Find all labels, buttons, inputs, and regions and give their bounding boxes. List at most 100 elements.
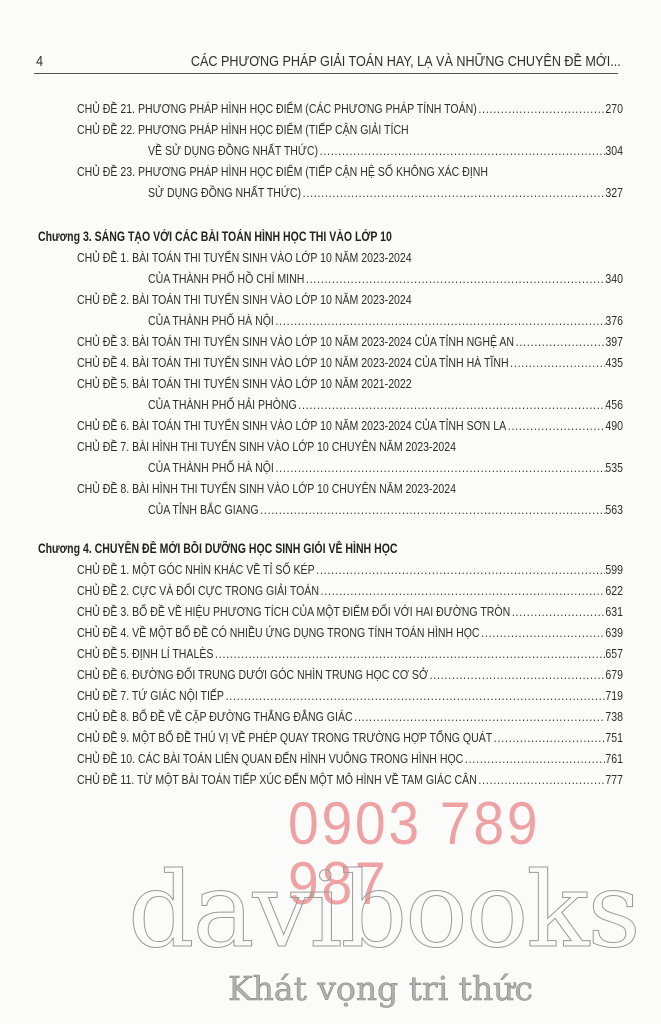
toc-entry-title: CHỦ ĐỀ 5. ĐỊNH LÍ THALÈS xyxy=(77,646,214,661)
toc-page-number: 535 xyxy=(605,460,623,475)
toc-page-number: 657 xyxy=(605,646,623,661)
toc-entry-title: CHỦ ĐỀ 9. MỘT BỔ ĐỀ THÚ VỊ VỀ PHÉP QUAY … xyxy=(77,730,493,745)
toc-entry[interactable]: CHỦ ĐỀ 3. BỔ ĐỀ VỀ HIỆU PHƯƠNG TÍCH CỦA … xyxy=(77,603,623,621)
toc-entry-title: CHỦ ĐỀ 21. PHƯƠNG PHÁP HÌNH HỌC ĐIỂM (CÁ… xyxy=(77,101,477,116)
toc-entry-title: CHỦ ĐỀ 10. CÁC BÀI TOÁN LIÊN QUAN ĐẾN HÌ… xyxy=(77,751,464,766)
toc-entry[interactable]: CỦA THÀNH PHỐ HÀ NỘI....................… xyxy=(148,312,623,330)
toc-entry-title: CHỦ ĐỀ 22. PHƯƠNG PHÁP HÌNH HỌC ĐIỂM (TI… xyxy=(77,122,409,137)
toc-entry[interactable]: CHỦ ĐỀ 9. MỘT BỔ ĐỀ THÚ VỊ VỀ PHÉP QUAY … xyxy=(77,729,623,747)
toc-entry-title: CHỦ ĐỀ 6. BÀI TOÁN THI TUYỂN SINH VÀO LỚ… xyxy=(77,418,507,433)
toc-page-number: 639 xyxy=(605,625,623,640)
page-number: 4 xyxy=(36,53,44,70)
toc-entry-title: CHỦ ĐỀ 8. BỔ ĐỀ VỀ CẶP ĐƯỜNG THẲNG ĐẲNG … xyxy=(77,709,353,724)
toc-entry[interactable]: SỬ DỤNG ĐỒNG NHẤT THỨC).................… xyxy=(148,184,623,202)
watermark-brand: davibooks xyxy=(128,849,642,971)
toc-page-number: 270 xyxy=(605,101,623,116)
toc-page-number: 456 xyxy=(605,397,623,412)
toc-page-number: 327 xyxy=(605,185,623,200)
dot-leader: ........................................… xyxy=(305,271,605,286)
toc-entry[interactable]: CHỦ ĐỀ 21. PHƯƠNG PHÁP HÌNH HỌC ĐIỂM (CÁ… xyxy=(77,100,623,118)
toc-entry[interactable]: CHỦ ĐỀ 5. ĐỊNH LÍ THALÈS................… xyxy=(77,645,623,663)
toc-page-number: 563 xyxy=(605,502,623,517)
toc-entry[interactable]: CỦA TỈNH BẮC GIANG......................… xyxy=(148,501,623,519)
toc-entry-title: CỦA THÀNH PHỐ HỒ CHÍ MINH xyxy=(148,271,305,286)
watermark-slogan: Khát vọng tri thức xyxy=(228,969,534,1008)
toc-entry[interactable]: CHỦ ĐỀ 1. BÀI TOÁN THI TUYỂN SINH VÀO LỚ… xyxy=(77,249,623,267)
toc-entry-title: CHỦ ĐỀ 5. BÀI TOÁN THI TUYỂN SINH VÀO LỚ… xyxy=(77,376,412,391)
toc-entry-title: CHỦ ĐỀ 1. BÀI TOÁN THI TUYỂN SINH VÀO LỚ… xyxy=(77,250,412,265)
toc-entry[interactable]: CHỦ ĐỀ 5. BÀI TOÁN THI TUYỂN SINH VÀO LỚ… xyxy=(77,375,623,393)
toc-page-number: 599 xyxy=(605,562,623,577)
toc-page-number: 490 xyxy=(605,418,623,433)
toc-page-number: 777 xyxy=(605,772,623,787)
toc-entry[interactable]: CHỦ ĐỀ 4. BÀI TOÁN THI TUYỂN SINH VÀO LỚ… xyxy=(77,354,623,372)
toc-entry-title: CHỦ ĐỀ 4. BÀI TOÁN THI TUYỂN SINH VÀO LỚ… xyxy=(77,355,509,370)
dot-leader: ........................................… xyxy=(302,185,606,200)
dot-leader: ........................................… xyxy=(515,334,606,349)
toc-entry-title: CHỦ ĐỀ 2. CỰC VÀ ĐỐI CỰC TRONG GIẢI TOÁN xyxy=(77,583,319,598)
toc-entry[interactable]: CHỦ ĐỀ 7. BÀI HÌNH THI TUYỂN SINH VÀO LỚ… xyxy=(77,438,623,456)
dot-leader: ........................................… xyxy=(464,751,605,766)
toc-entry[interactable]: CHỦ ĐỀ 7. TỨ GIÁC NỘI TIẾP..............… xyxy=(77,687,623,705)
dot-leader: ........................................… xyxy=(429,667,606,682)
header-rule xyxy=(34,73,618,74)
toc-page-number: 738 xyxy=(605,709,623,724)
dot-leader: ........................................… xyxy=(481,625,605,640)
toc-page-number: 761 xyxy=(605,751,623,766)
toc-entry-title: CỦA THÀNH PHỐ HÀ NỘI xyxy=(148,313,274,328)
toc-entry[interactable]: CHỦ ĐỀ 11. TỪ MỘT BÀI TOÁN TIẾP XÚC ĐẾN … xyxy=(77,771,623,789)
toc-entry-title: CỦA TỈNH BẮC GIANG xyxy=(148,502,259,517)
toc-entry-title: CHỦ ĐỀ 7. TỨ GIÁC NỘI TIẾP xyxy=(77,688,224,703)
toc-page-number: 679 xyxy=(605,667,623,682)
toc-entry-title: SỬ DỤNG ĐỒNG NHẤT THỨC) xyxy=(148,185,302,200)
toc-entry-title: CHỦ ĐỀ 3. BÀI TOÁN THI TUYỂN SINH VÀO LỚ… xyxy=(77,334,515,349)
toc-entry[interactable]: CHỦ ĐỀ 10. CÁC BÀI TOÁN LIÊN QUAN ĐẾN HÌ… xyxy=(77,750,623,768)
toc-entry-title: CHỦ ĐỀ 7. BÀI HÌNH THI TUYỂN SINH VÀO LỚ… xyxy=(77,439,457,454)
toc-entry-title: CHỦ ĐỀ 11. TỪ MỘT BÀI TOÁN TIẾP XÚC ĐẾN … xyxy=(77,772,477,787)
chapter-heading[interactable]: Chương 4. CHUYÊN ĐỀ MỚI BỒI DƯỠNG HỌC SI… xyxy=(38,541,398,556)
toc-entry[interactable]: CHỦ ĐỀ 2. CỰC VÀ ĐỐI CỰC TRONG GIẢI TOÁN… xyxy=(77,582,623,600)
toc-page-number: 340 xyxy=(605,271,623,286)
dot-leader: ........................................… xyxy=(478,101,606,116)
toc-entry-title: VỀ SỬ DỤNG ĐỒNG NHẤT THỨC) xyxy=(148,143,319,158)
toc-page-number: 631 xyxy=(605,604,623,619)
dot-leader: ........................................… xyxy=(319,143,606,158)
dot-leader: ........................................… xyxy=(260,502,606,517)
dot-leader: ........................................… xyxy=(275,313,605,328)
toc-entry[interactable]: CHỦ ĐỀ 1. MỘT GÓC NHÌN KHÁC VỀ TỈ SỐ KÉP… xyxy=(77,561,623,579)
toc-entry[interactable]: CHỦ ĐỀ 22. PHƯƠNG PHÁP HÌNH HỌC ĐIỂM (TI… xyxy=(77,121,623,139)
toc-entry[interactable]: CHỦ ĐỀ 8. BỔ ĐỀ VỀ CẶP ĐƯỜNG THẲNG ĐẲNG … xyxy=(77,708,623,726)
toc-entry-title: CHỦ ĐỀ 3. BỔ ĐỀ VỀ HIỆU PHƯƠNG TÍCH CỦA … xyxy=(77,604,511,619)
toc-entry-title: CHỦ ĐỀ 23. PHƯƠNG PHÁP HÌNH HỌC ĐIỂM (TI… xyxy=(77,164,489,179)
dot-leader: ........................................… xyxy=(507,418,606,433)
dot-leader: ........................................… xyxy=(478,772,606,787)
watermark-phone: 0903 789 987 xyxy=(288,790,541,917)
toc-entry[interactable]: VỀ SỬ DỤNG ĐỒNG NHẤT THỨC)..............… xyxy=(148,142,623,160)
toc-entry[interactable]: CHỦ ĐỀ 3. BÀI TOÁN THI TUYỂN SINH VÀO LỚ… xyxy=(77,333,623,351)
toc-page-number: 304 xyxy=(605,143,623,158)
dot-leader: ........................................… xyxy=(511,604,606,619)
toc-entry[interactable]: CHỦ ĐỀ 8. BÀI HÌNH THI TUYỂN SINH VÀO LỚ… xyxy=(77,480,623,498)
dot-leader: ........................................… xyxy=(275,460,605,475)
toc-page-number: 397 xyxy=(605,334,623,349)
toc-entry[interactable]: CHỦ ĐỀ 6. ĐƯỜNG ĐỐI TRUNG DƯỚI GÓC NHÌN … xyxy=(77,666,623,684)
toc-entry[interactable]: CỦA THÀNH PHỐ HẢI PHÒNG.................… xyxy=(148,396,623,414)
running-title: CÁC PHƯƠNG PHÁP GIẢI TOÁN HAY, LẠ VÀ NHỮ… xyxy=(191,53,621,70)
toc-entry[interactable]: CỦA THÀNH PHỐ HỒ CHÍ MINH...............… xyxy=(148,270,623,288)
toc-entry-title: CHỦ ĐỀ 6. ĐƯỜNG ĐỐI TRUNG DƯỚI GÓC NHÌN … xyxy=(77,667,428,682)
toc-page-number: 622 xyxy=(605,583,623,598)
dot-leader: ........................................… xyxy=(215,646,605,661)
chapter-heading[interactable]: Chương 3. SÁNG TẠO VỚI CÁC BÀI TOÁN HÌNH… xyxy=(38,229,392,244)
toc-entry[interactable]: CHỦ ĐỀ 23. PHƯƠNG PHÁP HÌNH HỌC ĐIỂM (TI… xyxy=(77,163,623,181)
toc-entry-title: CỦA THÀNH PHỐ HÀ NỘI xyxy=(148,460,274,475)
toc-entry[interactable]: CHỦ ĐỀ 6. BÀI TOÁN THI TUYỂN SINH VÀO LỚ… xyxy=(77,417,623,435)
toc-entry[interactable]: CHỦ ĐỀ 4. VỀ MỘT BỔ ĐỀ CÓ NHIỀU ỨNG DỤNG… xyxy=(77,624,623,642)
toc-entry[interactable]: CỦA THÀNH PHỐ HÀ NỘI....................… xyxy=(148,459,623,477)
toc-entry[interactable]: CHỦ ĐỀ 2. BÀI TOÁN THI TUYỂN SINH VÀO LỚ… xyxy=(77,291,623,309)
toc-entry-title: CỦA THÀNH PHỐ HẢI PHÒNG xyxy=(148,397,297,412)
toc-entry-title: CHỦ ĐỀ 2. BÀI TOÁN THI TUYỂN SINH VÀO LỚ… xyxy=(77,292,412,307)
toc-page-number: 435 xyxy=(605,355,623,370)
dot-leader: ........................................… xyxy=(316,562,605,577)
dot-leader: ........................................… xyxy=(510,355,605,370)
dot-leader: ........................................… xyxy=(298,397,605,412)
